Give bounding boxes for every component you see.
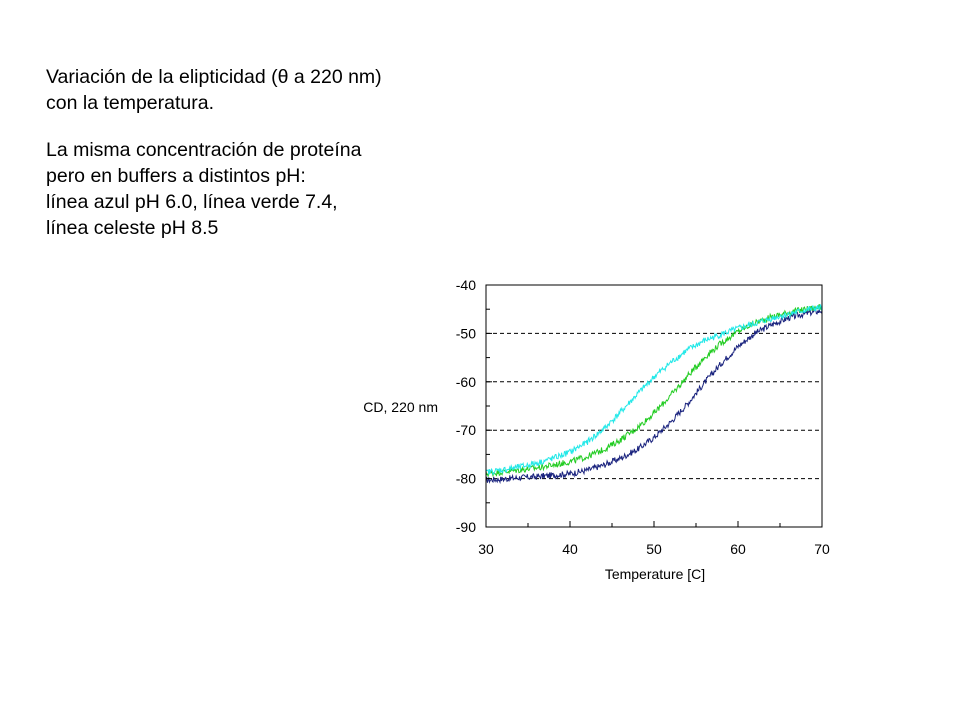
- series-lines: [485, 303, 823, 485]
- x-tick-label: 30: [478, 541, 494, 557]
- series-line: [485, 304, 823, 478]
- y-tick-label: -40: [456, 277, 476, 293]
- series-line: [485, 303, 823, 476]
- x-tick-label: 70: [814, 541, 830, 557]
- plot-frame: [485, 284, 823, 528]
- x-axis-label: Temperature [C]: [605, 566, 705, 582]
- chart-caption-title: Variación de la elipticidad (θ a 220 nm)…: [46, 64, 486, 116]
- x-tick-label: 60: [730, 541, 746, 557]
- caption-title-line-1: Variación de la elipticidad (θ a 220 nm): [46, 66, 382, 88]
- caption-title-line-2: con la temperatura.: [46, 92, 215, 114]
- y-tick-label: -70: [456, 422, 476, 438]
- chart-caption-body: La misma concentración de proteína pero …: [46, 137, 486, 241]
- y-tick-label: -80: [456, 471, 476, 487]
- caption-body-line-3: línea azul pH 6.0, línea verde 7.4,: [46, 191, 338, 213]
- grid-lines: [486, 332, 822, 480]
- y-axis-label: CD, 220 nm: [363, 399, 438, 415]
- caption-body-line-2: pero en buffers a distintos pH:: [46, 165, 306, 187]
- x-tick-label: 40: [562, 541, 578, 557]
- caption-body-line-1: La misma concentración de proteína: [46, 139, 362, 161]
- x-tick-label: 50: [646, 541, 662, 557]
- y-tick-label: -60: [456, 374, 476, 390]
- caption-body-line-4: línea celeste pH 8.5: [46, 217, 219, 239]
- y-tick-label: -90: [456, 519, 476, 535]
- y-tick-label: -50: [456, 325, 476, 341]
- series-line: [485, 308, 823, 485]
